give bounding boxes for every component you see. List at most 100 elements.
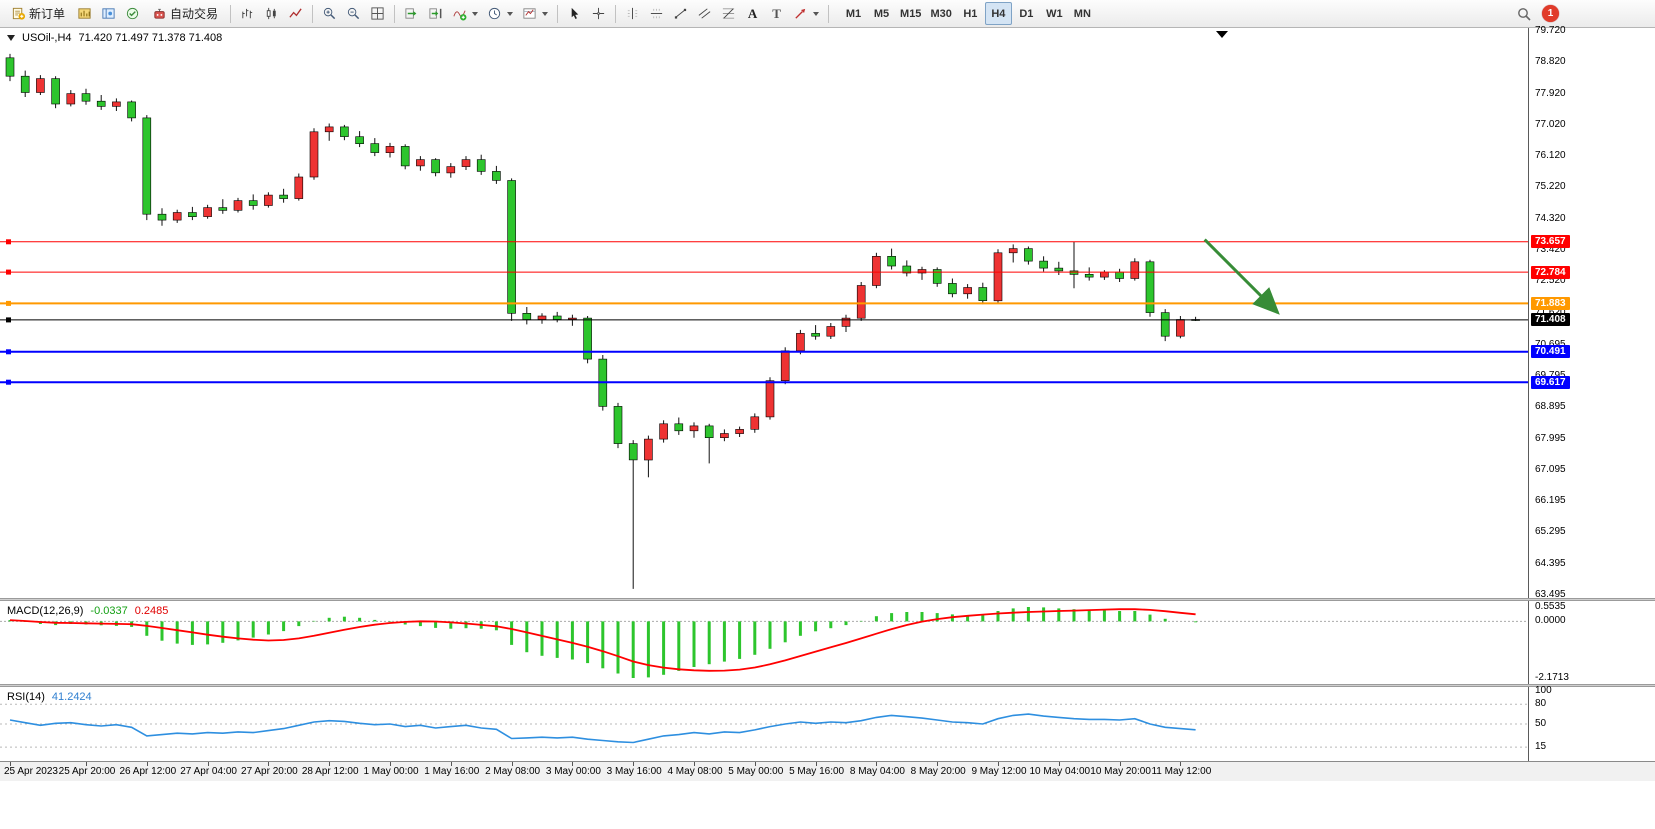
new-order-button[interactable]: 新订单 [4, 2, 72, 25]
zoom-in-button[interactable] [318, 2, 341, 25]
candlesticks [5, 53, 1200, 589]
search-icon [1518, 7, 1531, 21]
timeframe-button-m5[interactable]: M5 [868, 2, 895, 25]
timeframe-button-m30[interactable]: M30 [926, 2, 955, 25]
navigator-button[interactable] [97, 2, 120, 25]
horizontal-line-icon [650, 8, 663, 19]
channel-icon [698, 8, 711, 19]
price-line-badge: 70.491 [1531, 345, 1570, 359]
horizontal-lines[interactable] [0, 239, 1528, 385]
timeframe-button-h1[interactable]: H1 [957, 2, 984, 25]
market-watch-icon [78, 8, 91, 19]
time-tick [329, 762, 331, 766]
tile-windows-icon [371, 7, 384, 20]
price-line-badge: 71.408 [1531, 313, 1570, 327]
rsi-chart-canvas[interactable] [0, 687, 1528, 761]
rsi-scale[interactable]: 100 80 50 15 [1528, 685, 1655, 761]
new-order-label: 新订单 [29, 7, 66, 21]
timeframe-button-w1[interactable]: W1 [1041, 2, 1068, 25]
macd-scale[interactable]: 0.5535 0.0000 -2.1713 [1528, 601, 1655, 684]
price-tick: 72.520 [1535, 275, 1566, 287]
arrow-tool-icon [795, 8, 806, 19]
timeframe-button-mn[interactable]: MN [1069, 2, 1096, 25]
price-scale[interactable]: 79.720 78.820 77.920 77.020 76.120 75.220 74.3… [1528, 26, 1655, 600]
panel-splitter[interactable] [0, 684, 1655, 687]
chart-shift-button[interactable] [424, 2, 447, 25]
auto-scroll-button[interactable] [400, 2, 423, 25]
price-line-badge: 73.657 [1531, 235, 1570, 249]
auto-trading-button[interactable]: 自动交易 [145, 2, 225, 25]
zoom-out-button[interactable] [342, 2, 365, 25]
price-tick: 70.695 [1535, 338, 1566, 350]
rsi-line [9, 713, 1196, 744]
text-tool-button[interactable]: A [741, 2, 764, 25]
timeframe-group: M1 M5 M15 M30 H1 H4 D1 W1 MN [840, 2, 1096, 25]
macd-scale-tick: 0.0000 [1535, 615, 1566, 627]
timeframe-button-m15[interactable]: M15 [896, 2, 925, 25]
bar-chart-button[interactable] [236, 2, 259, 25]
timeframe-button-m1[interactable]: M1 [840, 2, 867, 25]
terminal-button[interactable] [121, 2, 144, 25]
trendline-button[interactable] [669, 2, 692, 25]
channel-button[interactable] [693, 2, 716, 25]
time-tick [998, 762, 999, 766]
price-chart-canvas[interactable] [0, 28, 1528, 598]
price-tick: 71.620 [1535, 306, 1566, 318]
auto-scroll-icon [405, 8, 417, 19]
panel-splitter[interactable] [0, 598, 1655, 601]
time-label: 8 May 04:00 [849, 766, 905, 777]
price-tick: 64.395 [1535, 557, 1566, 569]
price-tick: 69.795 [1535, 371, 1566, 381]
timeframe-button-d1[interactable]: D1 [1013, 2, 1040, 25]
time-label: 9 May 12:00 [971, 766, 1027, 777]
time-tick [876, 762, 878, 766]
price-tick: 78.820 [1535, 56, 1566, 68]
candlestick-chart-button[interactable] [260, 2, 283, 25]
indicators-button[interactable] [448, 2, 482, 25]
arrows-tool-button[interactable] [789, 2, 823, 25]
time-tick [268, 762, 270, 766]
time-label: 10 May 20:00 [1090, 766, 1151, 777]
time-axis[interactable]: 25 Apr 2023 25 Apr 20:00 26 Apr 12:00 27 Ap… [0, 761, 1655, 781]
time-tick [207, 762, 209, 766]
rsi-scale-tick: 50 [1535, 718, 1547, 729]
fibonacci-button[interactable] [717, 2, 740, 25]
rsi-scale-tick: 100 [1535, 685, 1552, 696]
main-toolbar: 新订单 自动交易 [0, 0, 1655, 28]
zoom-out-icon [347, 7, 360, 20]
periods-button[interactable] [483, 2, 517, 25]
macd-panel: 0.5535 0.0000 -2.1713 MACD(12,26,9) -0.033… [0, 601, 1655, 684]
chart-shift-icon [429, 8, 442, 19]
time-tick [1119, 762, 1121, 766]
market-watch-button[interactable] [73, 2, 96, 25]
zoom-in-icon [323, 7, 336, 20]
price-tick: 73.420 [1535, 244, 1566, 255]
chart-shift-marker[interactable] [1216, 31, 1228, 38]
one-click-trading-toggle[interactable] [7, 35, 15, 41]
price-tick: 77.020 [1535, 118, 1566, 130]
time-label: 25 Apr 2023 [4, 766, 58, 777]
toolbar-right-group: 1 [1512, 2, 1559, 25]
price-tick: 63.495 [1535, 589, 1566, 600]
cursor-button[interactable] [563, 2, 586, 25]
tile-windows-button[interactable] [366, 2, 389, 25]
notification-badge[interactable]: 1 [1542, 5, 1559, 22]
cursor-icon [571, 7, 579, 19]
arrow-annotation[interactable] [1203, 238, 1280, 315]
time-label: 3 May 16:00 [606, 766, 662, 777]
price-tick: 77.920 [1535, 87, 1566, 99]
dropdown-caret-icon [813, 11, 820, 16]
line-chart-button[interactable] [284, 2, 307, 25]
horizontal-line-button[interactable] [645, 2, 668, 25]
search-button[interactable] [1512, 2, 1536, 25]
bar-chart-icon [242, 8, 253, 19]
label-tool-button[interactable]: T [765, 2, 788, 25]
macd-chart-canvas[interactable] [0, 601, 1528, 684]
crosshair-button[interactable] [587, 2, 610, 25]
timeframe-button-h4[interactable]: H4 [984, 2, 1012, 25]
templates-button[interactable] [518, 2, 552, 25]
time-tick [572, 762, 574, 766]
price-tick: 67.095 [1535, 463, 1566, 475]
vertical-line-button[interactable] [621, 2, 644, 25]
price-tick: 74.320 [1535, 212, 1566, 224]
